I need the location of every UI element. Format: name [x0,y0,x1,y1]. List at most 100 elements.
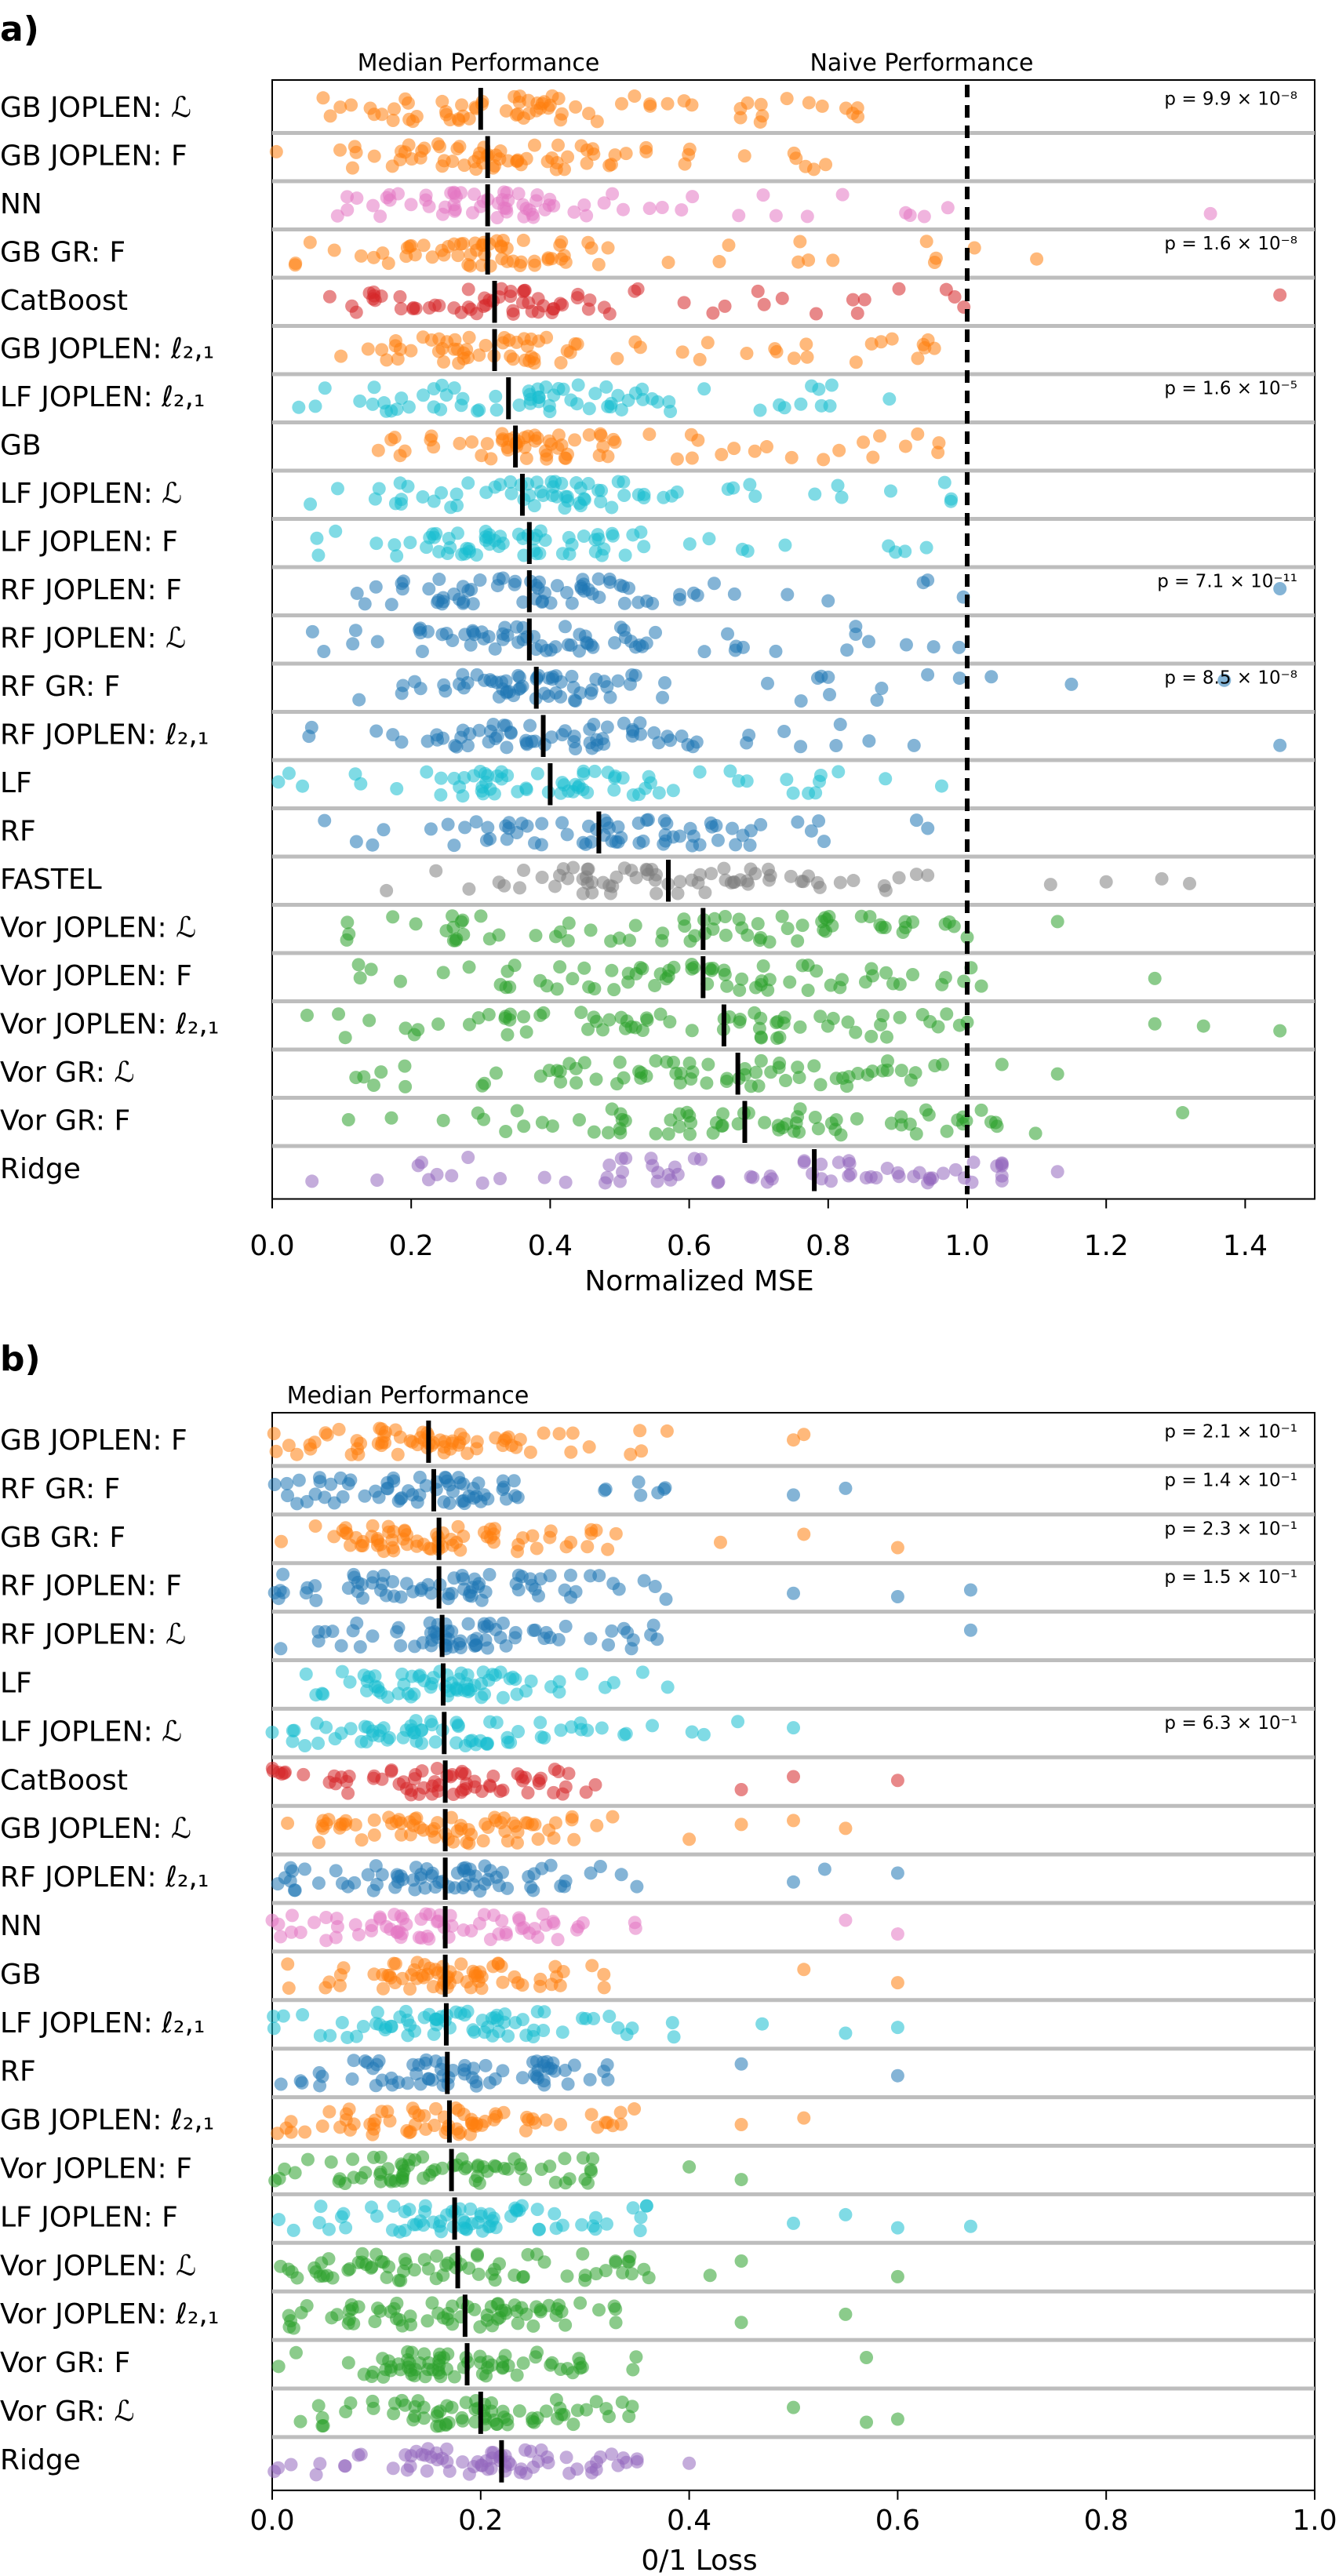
data-point [394,1639,408,1653]
data-point [552,868,566,882]
data-point [919,540,933,555]
data-point [721,627,735,641]
data-point [410,1534,424,1548]
data-point [469,1639,483,1653]
data-point [1155,871,1169,886]
data-point [329,1930,343,1945]
data-point [542,434,556,448]
row-label: LF JOPLEN: F [0,2201,178,2233]
data-point [673,1075,687,1090]
p-value: p = 6.3 × 10⁻¹ [1164,1713,1297,1734]
data-point [475,1981,489,1996]
row-8: LF JOPLEN: ℒ [0,468,1315,516]
data-point [621,966,635,981]
data-point [525,734,539,748]
data-point [820,912,834,926]
data-point [358,2054,372,2068]
data-point [294,2305,308,2319]
data-point [660,817,674,831]
data-point [893,1010,907,1024]
data-point [494,1959,508,1974]
data-point [285,1908,299,1923]
data-point [751,1079,766,1093]
data-point [462,960,476,974]
data-point [375,343,389,357]
data-point [890,2269,904,2283]
data-point [922,1171,937,1185]
data-point [387,102,401,116]
data-point [570,2403,584,2418]
row-20: Vor GR: ℒ [0,2386,1315,2434]
data-point [592,2303,606,2317]
data-point [584,2164,599,2178]
data-point [562,916,576,930]
data-point [800,209,814,224]
data-point [344,98,358,112]
data-point [839,2307,853,2321]
data-point [393,2313,407,2327]
data-point [424,1586,438,1600]
data-point [577,492,591,506]
data-point [446,634,460,648]
data-point [402,1484,416,1498]
data-point [865,1064,879,1079]
data-point [477,1112,491,1126]
data-point [551,1764,566,1778]
data-point [547,198,561,213]
data-point [529,2054,544,2068]
data-point [386,1574,400,1588]
data-point [420,2464,434,2478]
data-point [585,587,599,601]
data-point [944,492,959,506]
data-point [448,333,462,347]
data-point [602,821,616,835]
data-point [640,1013,654,1028]
data-point [717,963,731,977]
row-label: RF JOPLEN: ℓ₂,₁ [0,1861,209,1894]
data-point [449,487,464,501]
data-point [661,256,675,270]
data-point [824,1174,838,1188]
data-point [734,2173,748,2187]
data-point [282,766,296,780]
data-point [364,1923,378,1937]
data-point [267,2021,281,2036]
row-label: RF GR: F [0,1473,120,1505]
data-point [784,869,798,883]
data-point [358,597,372,611]
data-point [753,403,767,417]
data-point [296,779,310,793]
data-point [587,2011,601,2025]
data-point [482,735,496,749]
data-point [861,635,875,649]
data-point [419,1479,433,1493]
row-label: LF [0,767,32,799]
data-point [846,874,861,888]
data-point [733,983,747,997]
data-point [605,963,619,977]
data-point [579,1785,593,1799]
data-point [584,2108,599,2122]
data-point [457,1529,471,1543]
data-point [473,573,487,588]
data-point [334,1639,348,1653]
data-point [537,2255,551,2269]
data-point [513,2158,527,2172]
data-point [532,2222,546,2236]
data-point [611,2458,625,2472]
data-point [424,429,438,443]
data-point [384,598,398,612]
data-point [368,2315,382,2329]
data-point [395,1828,409,1842]
data-point [457,771,471,785]
data-point [809,307,823,321]
data-point [786,786,800,800]
data-point [777,724,791,738]
data-point [390,1625,404,1639]
data-point [670,485,684,499]
data-point [398,1059,412,1073]
data-point [576,783,590,797]
data-point [649,1126,663,1141]
data-point [532,1774,546,1788]
data-point [340,203,355,217]
